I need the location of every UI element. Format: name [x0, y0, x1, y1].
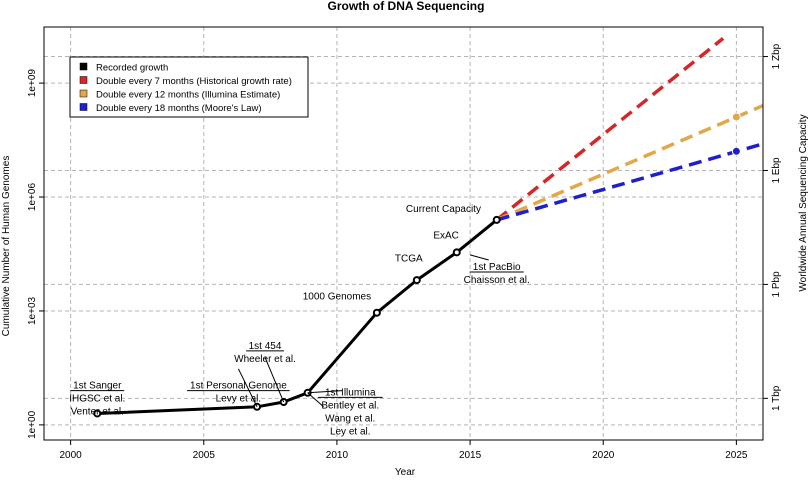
- axes: 2000 2005 2010 2015 2020 2025 1e+00 1e+03 1e+06 1…: [27, 43, 782, 461]
- legend-swatch: [79, 103, 88, 111]
- y-tick-label: 1e+03: [27, 296, 38, 325]
- annotation-text: 1st Personal Genome: [190, 381, 287, 392]
- x-tick-label: 2015: [459, 450, 482, 461]
- x-tick-label: 2025: [725, 450, 748, 461]
- x-tick-label: 2005: [193, 450, 216, 461]
- annotation-text: 1st Illumina: [325, 387, 376, 398]
- chart-title: Growth of DNA Sequencing: [328, 0, 485, 13]
- y-axis-label: Cumulative Number of Human Genomes: [1, 156, 12, 337]
- y-tick-label: 1e+06: [27, 183, 38, 212]
- legend: Recorded growth Double every 7 months (Hi…: [69, 56, 309, 118]
- legend-box: [69, 56, 309, 118]
- y-tick-label: 1e+00: [27, 410, 38, 439]
- annotation-text: Chaisson et al.: [464, 275, 530, 286]
- series-line-double-every-18-months-moore-s-law: [496, 142, 763, 222]
- x-tick-label: 2000: [60, 450, 83, 461]
- data-point: [93, 409, 102, 418]
- y-right-axis-label: Worldwide Annual Sequencing Capacity: [798, 114, 809, 291]
- legend-swatch: [79, 89, 88, 98]
- series-layer: [93, 37, 763, 418]
- annotation-leader-line: [469, 254, 489, 261]
- annotation-text: Current Capacity: [406, 204, 481, 215]
- annotation-text: Wang et al.: [325, 413, 375, 424]
- annotation-text: 1000 Genomes: [303, 292, 371, 303]
- annotation-layer: 1st Sanger IHGSC et al. Venter et al. 1st P…: [69, 204, 530, 437]
- data-point: [452, 248, 461, 257]
- annotation-text: TCGA: [395, 254, 423, 265]
- data-point: [492, 215, 501, 224]
- y-right-tick-label: 1 Zbp: [771, 43, 782, 69]
- x-axis-label: Year: [395, 467, 416, 478]
- annotation-leader-line: [307, 390, 343, 394]
- annotation-text: 1st PacBio: [473, 262, 521, 273]
- annotation-leader-line: [307, 392, 324, 408]
- projection-point: [731, 112, 741, 122]
- series-line-recorded-growth: [97, 218, 498, 415]
- legend-swatch: [79, 62, 88, 71]
- x-tick-label: 2020: [592, 450, 615, 461]
- y-right-tick-label: 1 Pbp: [771, 271, 782, 298]
- legend-entry: Recorded growth: [96, 63, 168, 74]
- annotation-text: Levy et al.: [216, 394, 262, 405]
- y-tick-label: 1e+09: [27, 69, 38, 98]
- annotation-text: Bentley et al.: [321, 400, 379, 411]
- annotation-leader-line: [264, 357, 285, 403]
- annotation-text: Venter et al.: [71, 407, 124, 418]
- projection-point: [731, 146, 741, 156]
- series-line-double-every-7-months-historical-growth-rate: [495, 37, 725, 222]
- legend-entry: Double every 18 months (Moore's Law): [96, 103, 262, 114]
- x-tick-label: 2010: [326, 450, 349, 461]
- series-line-double-every-12-months-illumina-estimate: [496, 103, 763, 222]
- legend-entry: Double every 7 months (Historical growth…: [96, 76, 292, 87]
- y-right-tick-label: 1 Ebp: [771, 157, 782, 184]
- annotation-text: Ley et al.: [330, 426, 371, 437]
- annotation-text: ExAC: [433, 231, 459, 242]
- annotation-text: 1st 454: [249, 341, 282, 352]
- legend-swatch: [79, 76, 88, 84]
- plot-frame: [43, 26, 764, 441]
- legend-entry: Double every 12 months (Illumina Estimat…: [96, 90, 280, 101]
- data-point: [412, 276, 421, 285]
- annotation-leader-line: [237, 368, 258, 407]
- annotation-text: 1st Sanger: [73, 381, 122, 392]
- annotation-text: Wheeler et al.: [234, 354, 296, 365]
- y-right-tick-label: 1 Tbp: [771, 385, 782, 411]
- data-point: [372, 308, 381, 317]
- annotation-text: IHGSC et al.: [69, 394, 125, 405]
